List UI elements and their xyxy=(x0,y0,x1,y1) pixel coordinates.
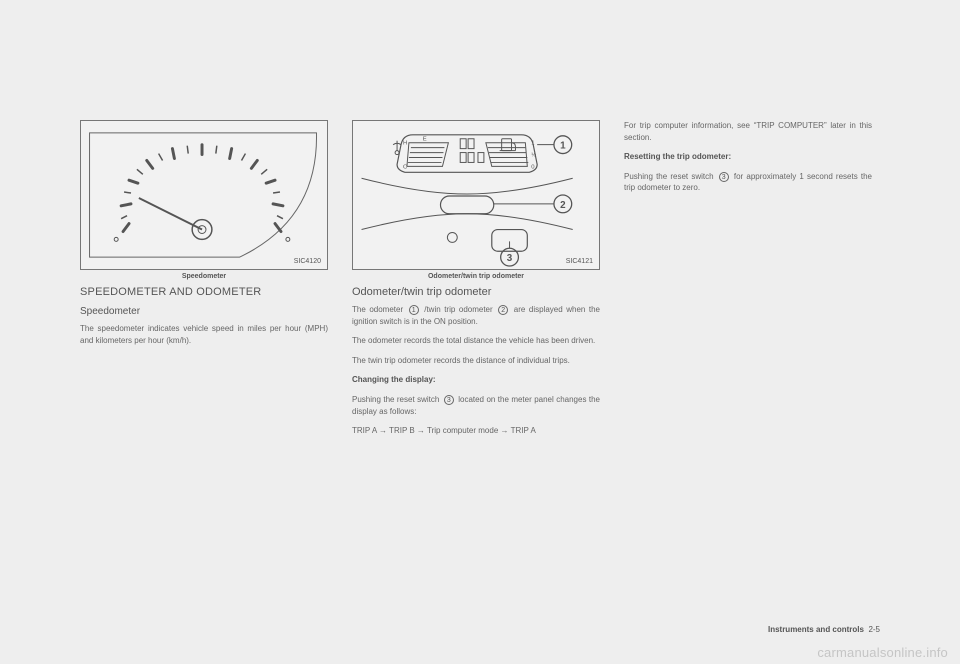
callout-2-icon: 2 xyxy=(498,305,508,315)
svg-text:3: 3 xyxy=(507,253,513,264)
svg-text:E: E xyxy=(423,137,427,143)
svg-text:1: 1 xyxy=(560,141,566,152)
svg-text:H: H xyxy=(403,141,407,147)
watermark: carmanualsonline.info xyxy=(817,645,948,660)
text-fragment: Pushing the reset switch xyxy=(352,395,442,404)
svg-text:½: ½ xyxy=(531,152,536,159)
callout-1-icon: 1 xyxy=(409,305,419,315)
subsection-heading: Odometer/twin trip odometer xyxy=(352,286,600,298)
figure-caption: Speedometer xyxy=(80,273,328,280)
bold-label: Changing the display: xyxy=(352,375,436,384)
section-heading: SPEEDOMETER AND ODOMETER xyxy=(80,286,328,298)
body-text: The odometer records the total distance … xyxy=(352,335,600,347)
body-text: For trip computer information, see “TRIP… xyxy=(624,120,872,143)
odometer-illustration: H C 1 ½ 0 E xyxy=(353,121,599,269)
figure-odometer: H C 1 ½ 0 E xyxy=(352,120,600,270)
figure-speedometer: SIC4120 xyxy=(80,120,328,270)
svg-text:2: 2 xyxy=(560,200,566,211)
sub-heading: Changing the display: xyxy=(352,374,600,386)
text-fragment: The odometer xyxy=(352,305,407,314)
sub-heading: Resetting the trip odometer: xyxy=(624,151,872,163)
callout-3-icon: 3 xyxy=(444,395,454,405)
footer-section: Instruments and controls xyxy=(768,625,864,634)
body-text: The odometer 1 /twin trip odometer 2 are… xyxy=(352,304,600,327)
body-text: The twin trip odometer records the dista… xyxy=(352,355,600,367)
subsection-heading: Speedometer xyxy=(80,306,328,317)
page-content: SIC4120 Speedometer SPEEDOMETER AND ODOM… xyxy=(80,120,880,445)
body-text: Pushing the reset switch 3 for approxima… xyxy=(624,171,872,194)
column-1: SIC4120 Speedometer SPEEDOMETER AND ODOM… xyxy=(80,120,328,445)
figure-caption: Odometer/twin trip odometer xyxy=(352,273,600,280)
callout-3-icon: 3 xyxy=(719,172,729,182)
text-fragment: Pushing the reset switch xyxy=(624,172,717,181)
speedometer-illustration xyxy=(81,121,327,269)
body-text: The speedometer indicates vehicle speed … xyxy=(80,323,328,346)
column-2: H C 1 ½ 0 E xyxy=(352,120,600,445)
svg-text:1: 1 xyxy=(531,141,534,147)
bold-label: Resetting the trip odometer: xyxy=(624,152,731,161)
figure-id-label: SIC4120 xyxy=(294,258,321,265)
page-footer: Instruments and controls 2-5 xyxy=(768,625,880,634)
body-text: Pushing the reset switch 3 located on th… xyxy=(352,394,600,417)
column-3: For trip computer information, see “TRIP… xyxy=(624,120,872,445)
footer-page-number: 2-5 xyxy=(868,625,880,634)
body-text: TRIP A → TRIP B → Trip computer mode → T… xyxy=(352,425,600,437)
figure-id-label: SIC4121 xyxy=(566,258,593,265)
svg-text:C: C xyxy=(403,164,408,170)
text-fragment: /twin trip odometer xyxy=(421,305,497,314)
